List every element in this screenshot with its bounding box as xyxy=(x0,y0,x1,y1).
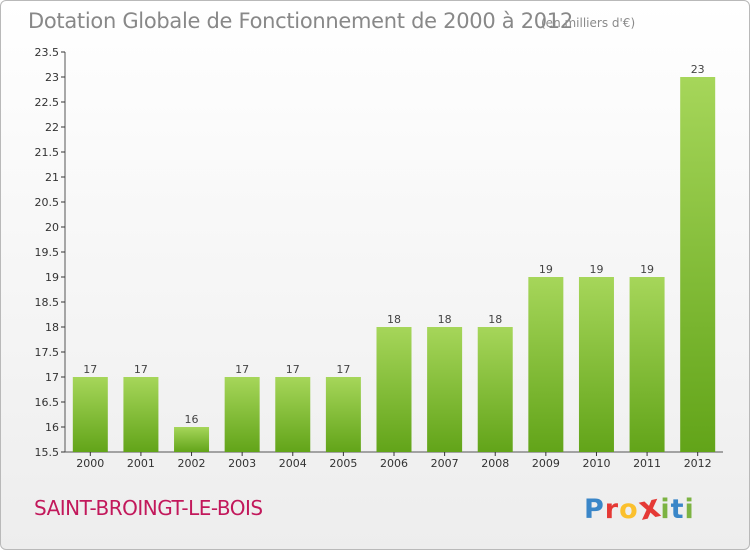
bar-2011 xyxy=(629,277,665,452)
bar-2001 xyxy=(123,377,159,452)
y-tick-label: 21 xyxy=(45,171,59,184)
x-tick-label: 2011 xyxy=(633,457,661,470)
y-tick-label: 17.5 xyxy=(35,346,60,359)
x-tick-label: 2000 xyxy=(76,457,104,470)
y-tick-label: 23 xyxy=(45,71,59,84)
x-tick-label: 2002 xyxy=(178,457,206,470)
bar-2000 xyxy=(72,377,108,452)
data-label-2011: 19 xyxy=(640,263,654,276)
chart-title: Dotation Globale de Fonctionnement de 20… xyxy=(28,9,573,33)
logo-letter: o xyxy=(619,494,639,525)
x-tick-label: 2004 xyxy=(279,457,307,470)
bar-2008 xyxy=(477,327,513,452)
data-label-2010: 19 xyxy=(589,263,603,276)
x-tick-label: 2012 xyxy=(684,457,712,470)
x-tick-label: 2007 xyxy=(431,457,459,470)
logo-letter: i xyxy=(684,494,695,525)
x-tick-label: 2005 xyxy=(329,457,357,470)
bar-2005 xyxy=(325,377,361,452)
logo-letter: x xyxy=(634,486,665,528)
y-tick-label: 18 xyxy=(45,321,59,334)
bar-2007 xyxy=(427,327,463,452)
bar-2004 xyxy=(275,377,311,452)
y-tick-label: 15.5 xyxy=(35,446,60,459)
y-tick-label: 18.5 xyxy=(35,296,60,309)
y-tick-label: 23.5 xyxy=(35,46,60,59)
data-label-2006: 18 xyxy=(387,313,401,326)
bar-2002 xyxy=(174,427,210,452)
x-tick-label: 2003 xyxy=(228,457,256,470)
logo-letter: i xyxy=(660,494,671,525)
bar-2009 xyxy=(528,277,564,452)
data-label-2007: 18 xyxy=(438,313,452,326)
y-tick-label: 19.5 xyxy=(35,246,60,259)
data-labels-group: 17 17 16 17 17 17 18 18 18 19 19 19 23 xyxy=(83,63,704,426)
x-tick-label: 2009 xyxy=(532,457,560,470)
y-tick-label: 20 xyxy=(45,221,59,234)
x-tick-label: 2008 xyxy=(481,457,509,470)
y-tick-label: 17 xyxy=(45,371,59,384)
y-tick-label: 20.5 xyxy=(35,196,60,209)
data-label-2000: 17 xyxy=(83,363,97,376)
y-tick-label: 16.5 xyxy=(35,396,60,409)
chart-subtitle: (en milliers d'€) xyxy=(541,16,636,30)
x-tick-label: 2010 xyxy=(582,457,610,470)
x-tick-label: 2006 xyxy=(380,457,408,470)
commune-name: SAINT-BROINGT-LE-BOIS xyxy=(34,496,263,520)
y-tick-label: 16 xyxy=(45,421,59,434)
y-tick-label: 22.5 xyxy=(35,96,60,109)
y-axis: 15.5 16 16.5 17 17.5 18 18.5 19 19.5 20 20.5 21 21.5… xyxy=(35,46,66,459)
y-tick-label: 21.5 xyxy=(35,146,60,159)
bar-2012 xyxy=(680,77,716,452)
data-label-2003: 17 xyxy=(235,363,249,376)
bars-group xyxy=(72,77,716,452)
bar-2010 xyxy=(578,277,614,452)
x-axis: 2000 2001 2002 2003 2004 2005 2006 2007 2008 2009… xyxy=(65,451,723,470)
bar-2003 xyxy=(224,377,260,452)
data-label-2002: 16 xyxy=(185,413,199,426)
x-tick-label: 2001 xyxy=(127,457,155,470)
data-label-2009: 19 xyxy=(539,263,553,276)
data-label-2001: 17 xyxy=(134,363,148,376)
y-tick-label: 22 xyxy=(45,121,59,134)
logo-letter: P xyxy=(584,494,605,525)
y-tick-label: 19 xyxy=(45,271,59,284)
data-label-2005: 17 xyxy=(336,363,350,376)
bar-2006 xyxy=(376,327,412,452)
logo-letter: t xyxy=(670,494,685,525)
data-label-2012: 23 xyxy=(691,63,705,76)
data-label-2008: 18 xyxy=(488,313,502,326)
logo-letter: r xyxy=(604,494,620,525)
data-label-2004: 17 xyxy=(286,363,300,376)
proxiti-logo[interactable]: Proxiti xyxy=(584,486,695,528)
